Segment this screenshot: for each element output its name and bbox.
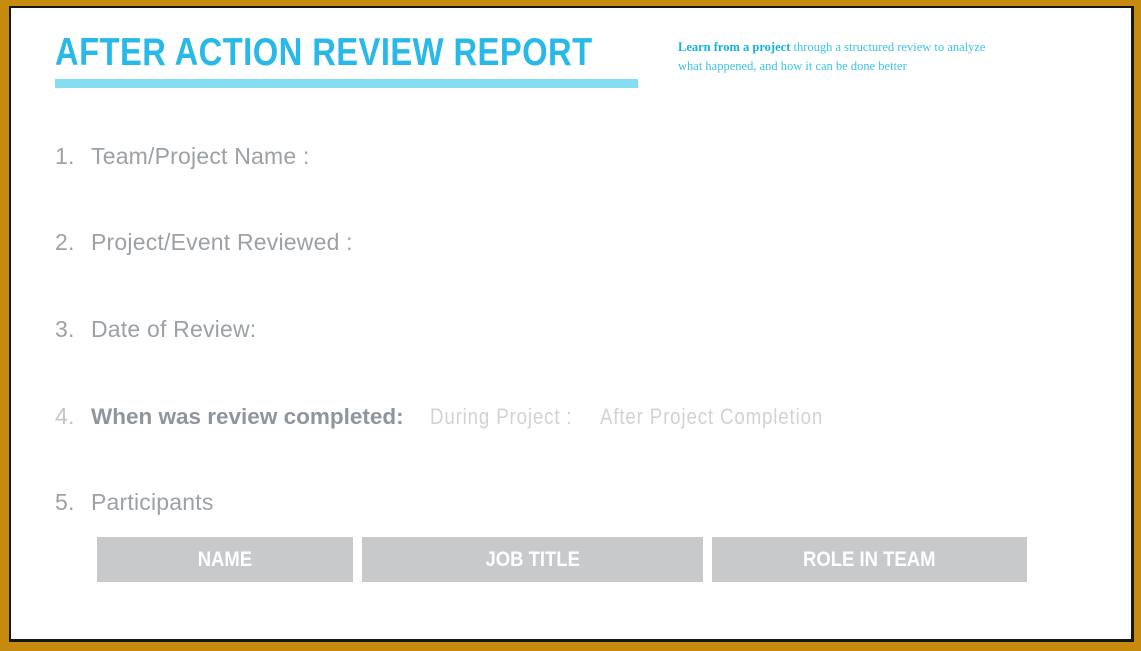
item-label: When was review completed: bbox=[91, 404, 404, 429]
form-field-when-review-completed: 4. When was review completed: During Proj… bbox=[55, 403, 822, 430]
column-header-job-title: JOB TITLE bbox=[362, 537, 703, 582]
column-header-job-title-label: JOB TITLE bbox=[485, 547, 580, 571]
page-title: AFTER ACTION REVIEW REPORT bbox=[55, 31, 593, 74]
column-header-role-in-team: ROLE IN TEAM bbox=[712, 537, 1027, 582]
option-after-project-completion[interactable]: After Project Completion bbox=[600, 404, 824, 429]
item-number: 3. bbox=[55, 316, 75, 342]
report-page: AFTER ACTION REVIEW REPORT Learn from a … bbox=[9, 6, 1134, 642]
form-field-project-event-reviewed: 2. Project/Event Reviewed : bbox=[55, 229, 353, 255]
item-number: 4. bbox=[55, 403, 75, 429]
form-field-team-project-name: 1. Team/Project Name : bbox=[55, 143, 310, 169]
column-header-name: NAME bbox=[97, 537, 353, 582]
participants-table-header: NAME JOB TITLE ROLE IN TEAM bbox=[97, 537, 1027, 582]
title-underline bbox=[55, 79, 638, 88]
column-header-role-in-team-label: ROLE IN TEAM bbox=[803, 547, 936, 571]
column-header-name-label: NAME bbox=[197, 547, 253, 571]
item-label: Date of Review: bbox=[91, 316, 257, 342]
option-during-project[interactable]: During Project : bbox=[430, 404, 573, 429]
form-field-participants: 5. Participants bbox=[55, 489, 214, 515]
tagline-lead: Learn from a project bbox=[678, 40, 791, 54]
item-number: 1. bbox=[55, 143, 75, 169]
tagline: Learn from a project through a structure… bbox=[678, 38, 996, 76]
tagline-rest: through a structured review to analyze w… bbox=[678, 40, 986, 73]
item-number: 2. bbox=[55, 229, 75, 255]
item-label: Participants bbox=[91, 489, 214, 515]
item-number: 5. bbox=[55, 489, 75, 515]
item-label: Team/Project Name : bbox=[91, 143, 310, 169]
item-label: Project/Event Reviewed : bbox=[91, 229, 353, 255]
form-field-date-of-review: 3. Date of Review: bbox=[55, 316, 256, 342]
